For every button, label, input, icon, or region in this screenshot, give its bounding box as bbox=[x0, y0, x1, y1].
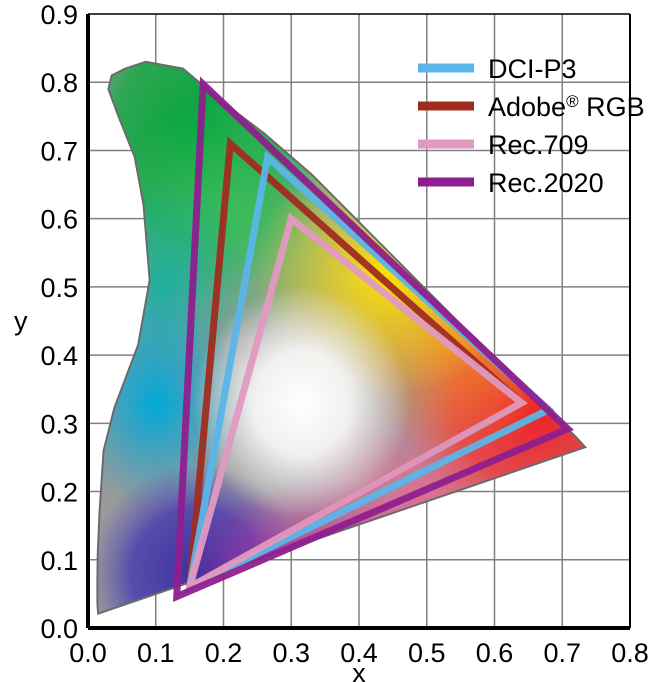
y-tick-label: 0.6 bbox=[40, 205, 78, 235]
legend-label: Rec.2020 bbox=[488, 168, 604, 198]
x-tick-labels: 0.0 0.1 0.2 0.3 0.4 0.5 0.6 0.7 0.8 bbox=[69, 638, 649, 668]
y-tick-label: 0.5 bbox=[40, 273, 78, 303]
x-tick-label: 0.1 bbox=[137, 638, 175, 668]
x-tick-label: 0.2 bbox=[205, 638, 243, 668]
y-tick-label: 0.9 bbox=[40, 0, 78, 30]
y-tick-label: 0.4 bbox=[40, 341, 78, 371]
x-tick-label: 0.4 bbox=[340, 638, 378, 668]
y-tick-label: 0.8 bbox=[40, 68, 78, 98]
legend-item: Adobe® RGB bbox=[418, 92, 645, 122]
x-axis-title: x bbox=[352, 658, 366, 682]
x-tick-label: 0.6 bbox=[476, 638, 514, 668]
gamut-triangle-dci-p3 bbox=[184, 150, 555, 594]
y-tick-label: 0.2 bbox=[40, 478, 78, 508]
axis-frame bbox=[86, 13, 631, 630]
legend-label: Rec.709 bbox=[488, 130, 589, 160]
y-tick-labels: 0.0 0.1 0.2 0.3 0.4 0.5 0.6 0.7 0.8 0.9 bbox=[40, 0, 78, 644]
x-tick-label: 0.3 bbox=[272, 638, 310, 668]
legend-item: Rec.709 bbox=[418, 130, 589, 160]
legend-item: DCI-P3 bbox=[418, 54, 577, 84]
gamut-triangle-rec-2020 bbox=[172, 76, 574, 603]
legend-label: DCI-P3 bbox=[488, 54, 577, 84]
gamut-triangles bbox=[172, 76, 574, 603]
x-tick-label: 0.5 bbox=[408, 638, 446, 668]
y-axis-title: y bbox=[14, 306, 28, 336]
legend-superscript: ® bbox=[566, 92, 579, 111]
x-tick-label: 0.0 bbox=[69, 638, 107, 668]
gamut-triangle-rec-709 bbox=[184, 212, 528, 595]
y-tick-label: 0.7 bbox=[40, 136, 78, 166]
y-tick-label: 0.3 bbox=[40, 409, 78, 439]
legend-item: Rec.2020 bbox=[418, 168, 604, 198]
legend-label: Adobe® RGB bbox=[488, 92, 645, 122]
legend: DCI-P3 Adobe® RGB Rec.709 Rec.2020 bbox=[418, 54, 645, 198]
y-tick-label: 0.0 bbox=[40, 614, 78, 644]
x-tick-label: 0.8 bbox=[611, 638, 649, 668]
x-tick-label: 0.7 bbox=[543, 638, 581, 668]
y-tick-label: 0.1 bbox=[40, 546, 78, 576]
